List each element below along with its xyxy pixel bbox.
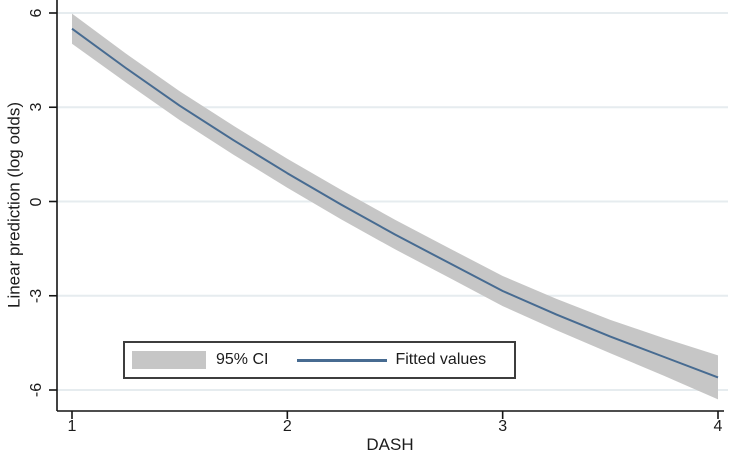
y-axis-title: Linear prediction (log odds)	[4, 101, 24, 309]
legend-fitted-line-sample	[297, 358, 388, 362]
y-tick-label: 3	[28, 102, 45, 112]
y-tick-label: -6	[28, 382, 45, 398]
y-tick-label: 0	[28, 197, 45, 206]
x-tick-label: 4	[713, 418, 723, 435]
x-tick-label: 3	[498, 418, 508, 435]
fitted-line	[71, 27, 719, 379]
legend-ci-label: 95% CI	[216, 351, 269, 368]
legend-ci-band-swatch	[132, 351, 206, 369]
legend: 95% CI Fitted values	[123, 341, 516, 379]
ci-band	[72, 13, 718, 400]
y-tick-label: -3	[28, 288, 45, 303]
x-tick-label: 2	[282, 418, 292, 435]
x-tick-label: 1	[67, 418, 77, 435]
y-tick-label: 6	[28, 8, 45, 18]
x-axis-title: DASH	[366, 435, 414, 454]
legend-fitted-label: Fitted values	[395, 351, 487, 368]
